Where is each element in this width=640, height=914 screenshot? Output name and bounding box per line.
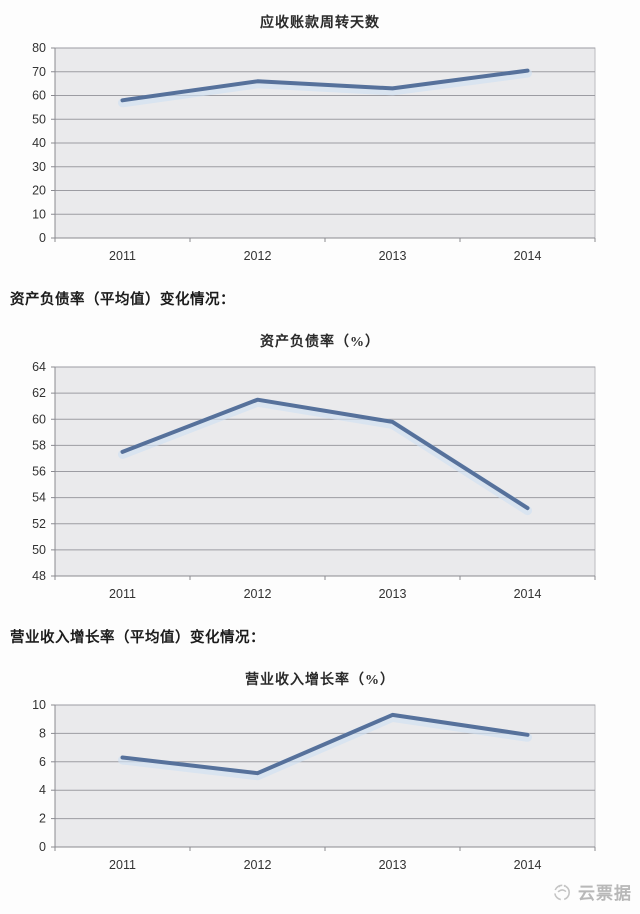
y-tick-label: 6 — [39, 755, 46, 769]
section-label-debt-asset-ratio: 资产负债率（平均值）变化情况： — [10, 292, 235, 308]
x-tick-label: 2011 — [109, 587, 136, 601]
y-tick-label: 48 — [32, 569, 46, 583]
x-tick-label: 2012 — [244, 249, 272, 263]
x-tick-label: 2013 — [379, 858, 407, 872]
chart-title-debt-asset-ratio: 资产负债率（%） — [260, 335, 380, 350]
y-tick-label: 56 — [32, 465, 46, 479]
y-axis-tick-labels: 48 50 52 54 56 58 60 62 64 — [32, 360, 55, 583]
watermark-label: 云票据 — [578, 884, 632, 903]
x-tick-label: 2013 — [379, 587, 407, 601]
x-tick-label: 2014 — [514, 587, 542, 601]
y-tick-label: 60 — [32, 89, 46, 103]
y-axis-tick-labels: 0 2 4 6 8 10 — [32, 698, 55, 854]
y-tick-label: 10 — [32, 207, 46, 221]
y-tick-label: 0 — [39, 231, 46, 245]
chart-block-revenue-growth-rate: 营业收入增长率（平均值）变化情况： 营业收入增长率（%） 0 2 4 6 8 10 2011… — [0, 626, 640, 881]
x-tick-label: 2011 — [109, 249, 136, 263]
y-tick-label: 0 — [39, 840, 46, 854]
section-label-revenue-growth-rate: 营业收入增长率（平均值）变化情况： — [10, 630, 265, 646]
chart-title-revenue-growth-rate: 营业收入增长率（%） — [245, 673, 395, 688]
plot-area — [54, 704, 596, 848]
y-tick-label: 62 — [32, 386, 46, 400]
y-tick-label: 70 — [32, 65, 46, 79]
series-line-halo — [118, 68, 532, 108]
cloud-logo-icon — [554, 884, 570, 900]
y-tick-label: 10 — [32, 698, 46, 712]
y-tick-label: 54 — [32, 491, 46, 505]
y-tick-label: 80 — [32, 41, 46, 55]
y-tick-label: 8 — [39, 726, 46, 740]
x-axis-tick-labels: 2011 2012 2013 2014 — [54, 847, 596, 872]
y-tick-label: 60 — [32, 412, 46, 426]
y-tick-label: 64 — [32, 360, 46, 374]
series-line-halo — [118, 712, 532, 781]
chart-block-debt-asset-ratio: 资产负债率（平均值）变化情况： 资产负债率（%） 48 50 52 54 56 58 60 6… — [0, 288, 640, 610]
y-tick-label: 20 — [32, 184, 46, 198]
series-line — [120, 68, 530, 103]
chart-canvas-revenue-growth-rate: 0 2 4 6 8 10 2011 2012 2013 2014 — [32, 698, 596, 872]
chart-canvas-receivable-turnover-days: 0 10 20 30 40 50 60 70 80 2011 2012 2013 2014 — [32, 41, 596, 263]
y-tick-label: 58 — [32, 438, 46, 452]
series-line — [120, 712, 530, 776]
y-axis-tick-labels: 0 10 20 30 40 50 60 70 80 — [32, 41, 55, 245]
x-tick-label: 2012 — [244, 587, 272, 601]
x-tick-label: 2014 — [514, 858, 542, 872]
x-axis-tick-labels: 2011 2012 2013 2014 — [54, 238, 596, 263]
x-tick-label: 2011 — [109, 858, 136, 872]
x-tick-label: 2012 — [244, 858, 272, 872]
y-tick-label: 30 — [32, 160, 46, 174]
chart-block-receivable-turnover-days: 应收账款周转天数 0 10 20 30 40 50 60 70 80 2011 2012 2013 20… — [0, 12, 640, 272]
y-tick-label: 52 — [32, 517, 46, 531]
x-tick-label: 2014 — [514, 249, 542, 263]
y-tick-label: 50 — [32, 112, 46, 126]
series-line — [120, 397, 530, 511]
chart-title-receivable-turnover-days: 应收账款周转天数 — [260, 16, 380, 31]
chart-canvas-debt-asset-ratio: 48 50 52 54 56 58 60 62 64 2011 2012 2013 2014 — [32, 360, 596, 601]
y-tick-label: 40 — [32, 136, 46, 150]
y-tick-label: 4 — [39, 783, 46, 797]
x-axis-tick-labels: 2011 2012 2013 2014 — [54, 576, 596, 601]
series-line-halo — [118, 397, 532, 516]
y-tick-label: 2 — [39, 812, 46, 826]
watermark: 云票据 — [551, 879, 632, 904]
y-tick-label: 50 — [32, 543, 46, 557]
x-tick-label: 2013 — [379, 249, 407, 263]
